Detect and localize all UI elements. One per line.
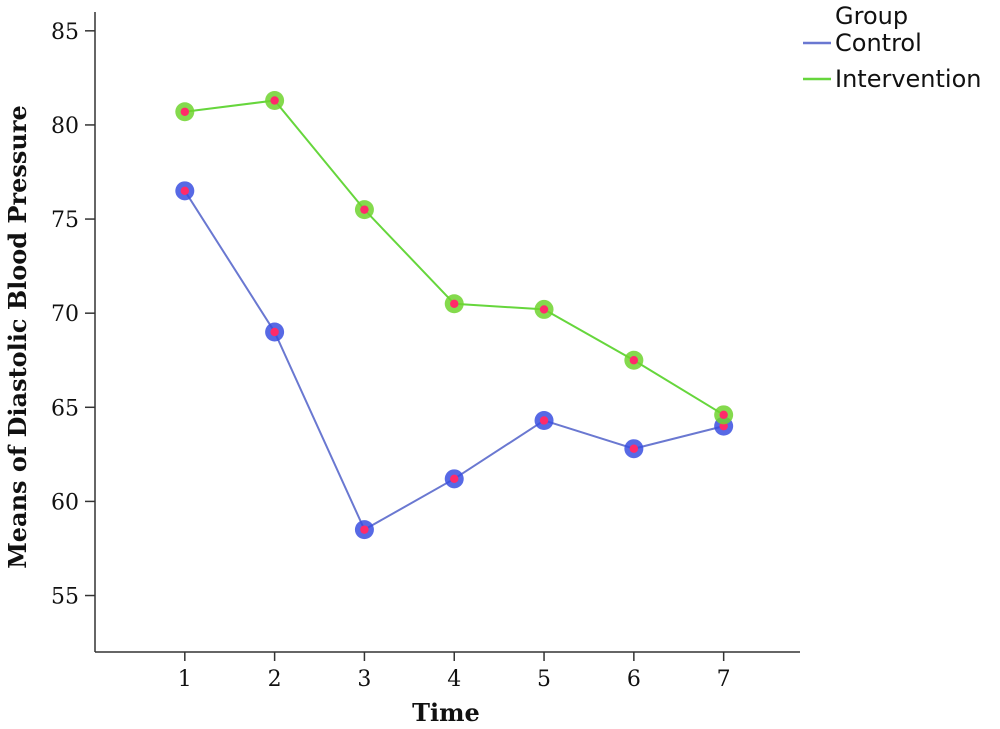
data-point-center	[180, 107, 190, 116]
data-point-center	[450, 474, 459, 484]
series-line	[184, 99, 725, 416]
x-tick-label: 3	[357, 667, 371, 692]
y-ticks: 55 60 65 70 75 80 85	[51, 20, 95, 610]
x-tick-label: 6	[627, 667, 641, 692]
x-tick-label: 7	[717, 667, 731, 692]
y-tick-label: 75	[51, 208, 79, 233]
data-point-center	[270, 96, 279, 105]
y-axis-title: Means of Diastolic Blood Pressure	[3, 105, 32, 569]
series-intervention	[175, 90, 734, 425]
legend-title: Group	[835, 2, 908, 30]
legend: Group Control Intervention	[803, 2, 981, 93]
data-point-center	[450, 299, 459, 308]
data-point-center	[360, 205, 369, 214]
x-tick-label: 1	[178, 667, 192, 692]
legend-label: Intervention	[835, 65, 981, 93]
data-point-center	[360, 525, 369, 534]
x-tick-label: 4	[447, 667, 461, 692]
y-tick-label: 70	[51, 302, 79, 327]
data-point-center	[539, 416, 549, 425]
x-axis-title: Time	[412, 698, 480, 727]
x-tick-label: 5	[537, 667, 551, 692]
y-tick-label: 80	[51, 114, 79, 139]
series-layer	[175, 90, 734, 540]
data-point-center	[270, 327, 279, 337]
data-point-center	[539, 305, 549, 314]
data-point-center	[629, 444, 639, 453]
y-tick-label: 85	[51, 20, 79, 45]
y-tick-label: 55	[51, 585, 79, 610]
data-point-center	[180, 186, 190, 196]
legend-items: Control Intervention	[803, 29, 981, 93]
series-control	[175, 181, 734, 540]
data-point-center	[629, 356, 639, 365]
legend-label: Control	[835, 29, 922, 57]
axes: 55 60 65 70 75 80 85 1 2 3 4 5 6 7	[51, 12, 800, 692]
data-point-center	[719, 410, 728, 420]
x-ticks: 1 2 3 4 5 6 7	[178, 652, 731, 692]
y-tick-label: 60	[51, 490, 79, 515]
x-tick-label: 2	[268, 667, 282, 692]
y-tick-label: 65	[51, 396, 79, 421]
